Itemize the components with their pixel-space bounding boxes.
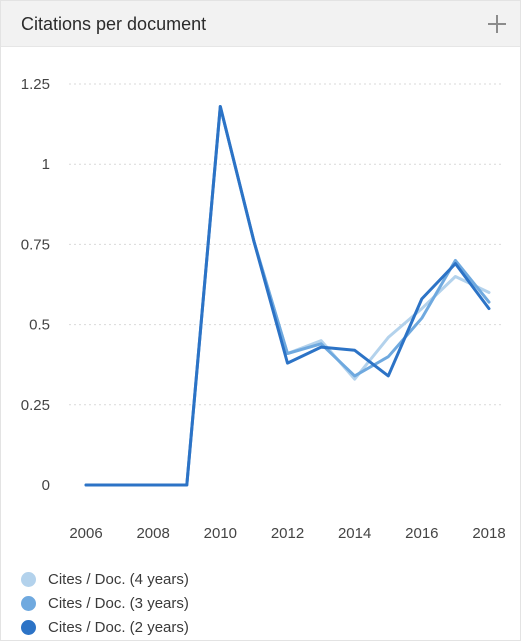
x-tick-label: 2012 (271, 525, 304, 542)
y-tick-label: 0.75 (21, 236, 50, 253)
line-chart: 0 0.25 0.5 0.75 1 1.25 2006 2008 2010 2012 2014 201… (21, 76, 506, 542)
y-tick-label: 0 (42, 477, 50, 494)
legend-label: Cites / Doc. (3 years) (48, 594, 189, 612)
series-line-3 (84, 105, 491, 487)
x-tick-label: 2006 (69, 525, 102, 542)
x-tick-label: 2018 (472, 525, 505, 542)
card-title: Citations per document (21, 14, 207, 34)
y-tick-label: 0.5 (29, 317, 50, 334)
y-tick-label: 1.25 (21, 76, 50, 93)
x-tick-label: 2010 (204, 525, 237, 542)
x-tick-label: 2014 (338, 525, 371, 542)
chart-legend: Cites / Doc. (4 years) Cites / Doc. (3 ye… (21, 567, 189, 639)
legend-item[interactable]: Cites / Doc. (2 years) (21, 615, 189, 639)
legend-marker (21, 571, 36, 587)
legend-item[interactable]: Cites / Doc. (3 years) (21, 591, 189, 615)
x-tick-label: 2008 (136, 525, 169, 542)
x-tick-label: 2016 (405, 525, 438, 542)
legend-marker (21, 619, 36, 635)
series-line-2 (84, 105, 491, 487)
legend-label: Cites / Doc. (2 years) (48, 618, 189, 636)
y-tick-label: 0.25 (21, 397, 50, 414)
expand-button[interactable] (482, 9, 512, 39)
legend-item[interactable]: Cites / Doc. (4 years) (21, 567, 189, 591)
card-header: Citations per document (1, 1, 520, 47)
legend-marker (21, 595, 36, 611)
y-tick-label: 1 (42, 156, 50, 173)
series-line-1 (84, 105, 491, 487)
legend-label: Cites / Doc. (4 years) (48, 570, 189, 588)
